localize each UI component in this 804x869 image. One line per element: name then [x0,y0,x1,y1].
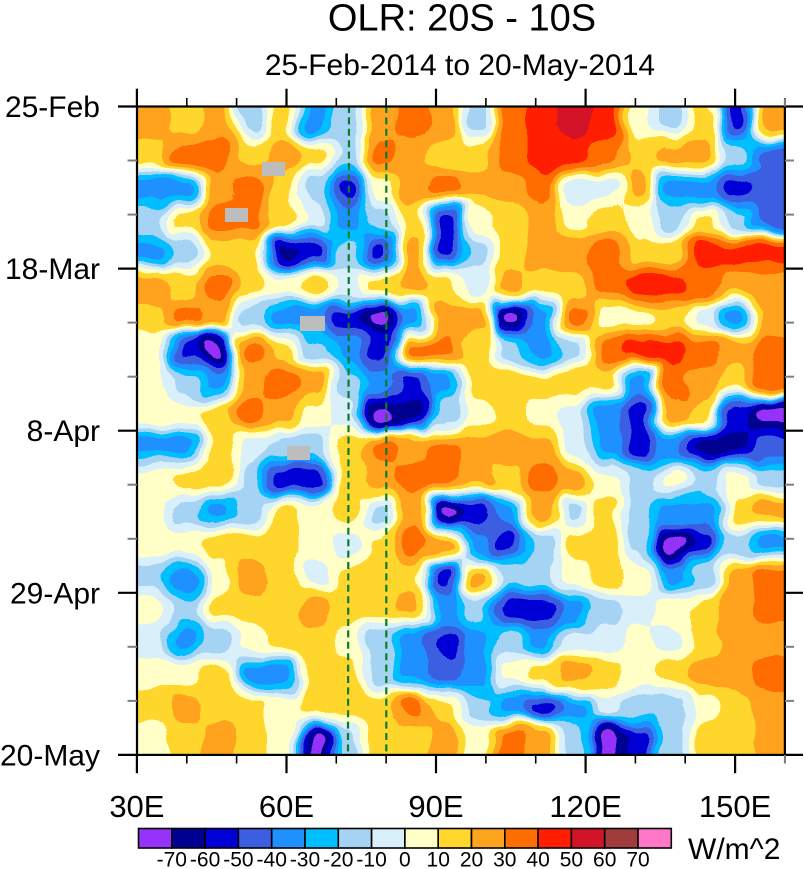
svg-text:10: 10 [427,849,450,869]
svg-text:20-May: 20-May [0,739,100,772]
svg-text:20: 20 [460,849,483,869]
svg-text:-30: -30 [290,849,320,869]
svg-text:30: 30 [493,849,516,869]
svg-text:-10: -10 [356,849,386,869]
svg-text:30E: 30E [109,789,164,824]
svg-text:-60: -60 [190,849,220,869]
svg-text:150E: 150E [699,789,771,824]
svg-text:70: 70 [626,849,649,869]
svg-text:8-Apr: 8-Apr [27,415,100,448]
svg-text:-50: -50 [223,849,253,869]
svg-text:60: 60 [593,849,616,869]
svg-text:60E: 60E [259,789,314,824]
svg-text:50: 50 [560,849,583,869]
svg-text:OLR: 20S - 10S: OLR: 20S - 10S [328,0,596,40]
svg-text:29-Apr: 29-Apr [10,577,100,610]
svg-text:25-Feb: 25-Feb [5,91,100,124]
svg-text:25-Feb-2014 to 20-May-2014: 25-Feb-2014 to 20-May-2014 [265,49,655,82]
svg-text:18-Mar: 18-Mar [5,253,100,286]
svg-text:120E: 120E [549,789,621,824]
svg-text:-20: -20 [323,849,353,869]
svg-text:-40: -40 [257,849,287,869]
svg-text:W/m^2: W/m^2 [688,833,780,866]
svg-text:-70: -70 [157,849,187,869]
svg-text:40: 40 [526,849,549,869]
svg-text:0: 0 [399,849,411,869]
svg-text:90E: 90E [408,789,463,824]
